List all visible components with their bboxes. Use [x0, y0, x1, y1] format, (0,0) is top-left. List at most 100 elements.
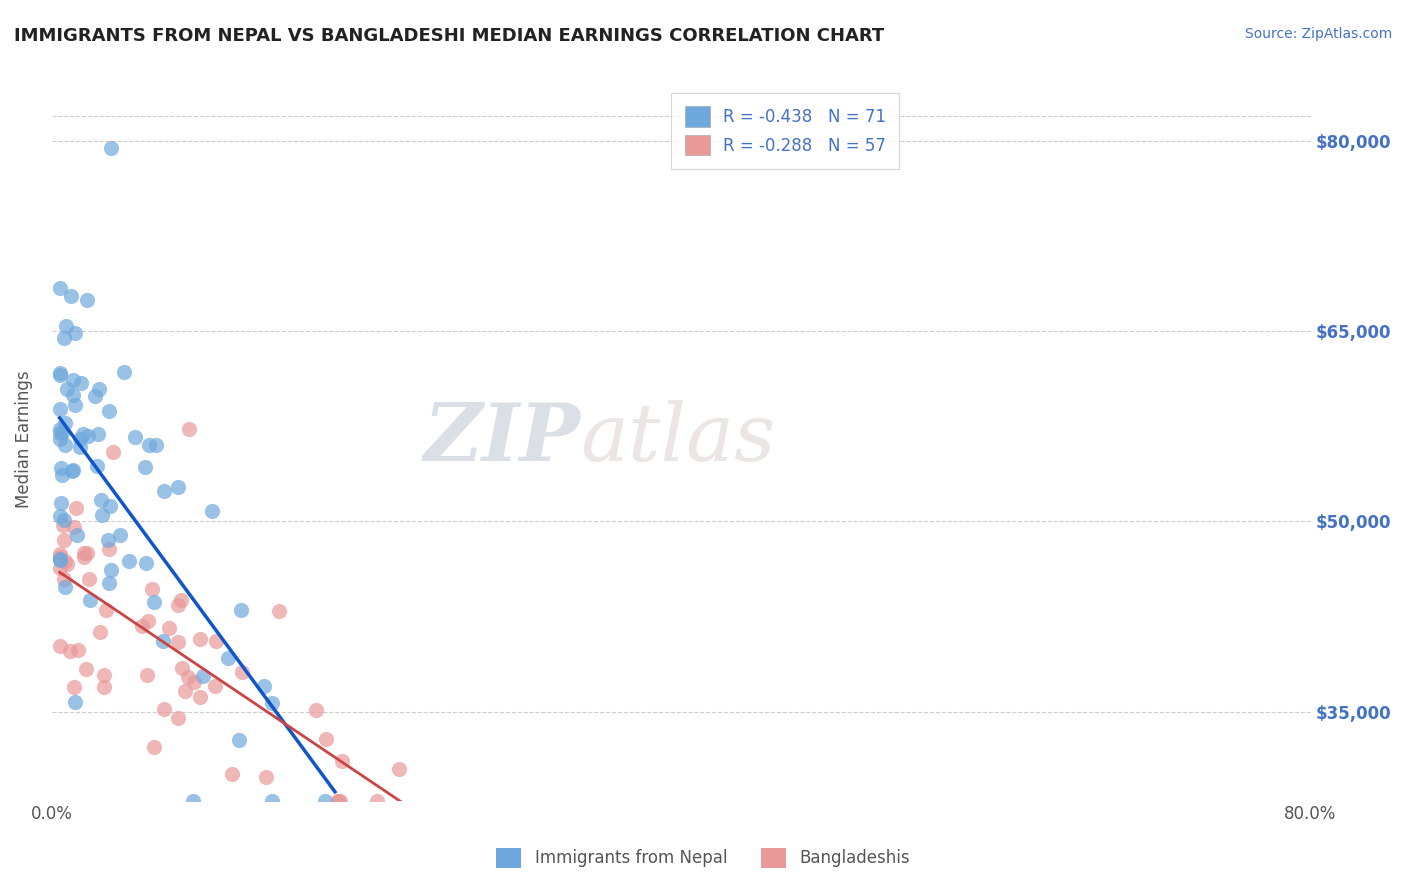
Point [231, 603, 253, 617]
Point [135, 667, 157, 681]
Point [94, 603, 117, 617]
Text: IMMIGRANTS FROM NEPAL VS BANGLADESHI MEDIAN EARNINGS CORRELATION CHART: IMMIGRANTS FROM NEPAL VS BANGLADESHI MED… [14, 27, 884, 45]
Point [55, 382, 77, 396]
Legend: R = -0.438   N = 71, R = -0.288   N = 57: R = -0.438 N = 71, R = -0.288 N = 57 [672, 93, 900, 169]
Point [48, 426, 70, 441]
Point [48, 547, 70, 561]
Point [66, 642, 89, 657]
Point [167, 480, 190, 494]
Point [73, 546, 96, 560]
Point [86, 458, 108, 473]
Point [77, 428, 100, 442]
Point [138, 438, 160, 452]
Point [118, 554, 141, 568]
Point [52, 518, 75, 533]
Point [103, 445, 125, 459]
Point [98, 541, 121, 556]
Point [98, 403, 121, 417]
Point [48, 422, 70, 436]
Point [134, 459, 156, 474]
Point [326, 794, 349, 808]
Point [53, 513, 76, 527]
Point [60, 464, 83, 478]
Point [76, 293, 98, 308]
Point [98, 575, 121, 590]
Text: Source: ZipAtlas.com: Source: ZipAtlas.com [1244, 27, 1392, 41]
Point [188, 690, 211, 704]
Point [228, 732, 250, 747]
Point [221, 767, 243, 781]
Point [262, 794, 284, 808]
Point [63, 680, 86, 694]
Point [83, 389, 105, 403]
Point [183, 794, 205, 808]
Point [366, 794, 388, 808]
Point [330, 754, 353, 768]
Point [157, 621, 180, 635]
Point [76, 546, 98, 560]
Point [231, 665, 253, 680]
Point [75, 662, 97, 676]
Point [253, 679, 276, 693]
Point [131, 618, 153, 632]
Point [48, 553, 70, 567]
Point [315, 732, 337, 747]
Point [326, 794, 349, 808]
Point [108, 527, 131, 541]
Point [48, 640, 70, 654]
Point [55, 580, 77, 594]
Point [63, 398, 86, 412]
Point [53, 438, 76, 452]
Legend: Immigrants from Nepal, Bangladeshis: Immigrants from Nepal, Bangladeshis [489, 841, 917, 875]
Point [52, 533, 75, 548]
Point [59, 644, 82, 658]
Point [142, 595, 165, 609]
Text: atlas: atlas [581, 401, 776, 478]
Point [93, 680, 115, 694]
Point [98, 499, 121, 513]
Point [53, 416, 76, 430]
Point [167, 599, 190, 613]
Point [49, 432, 72, 446]
Point [188, 632, 211, 647]
Point [70, 376, 93, 391]
Point [53, 554, 76, 568]
Point [153, 484, 176, 499]
Point [65, 501, 87, 516]
Point [201, 504, 224, 518]
Point [51, 496, 73, 510]
Point [176, 670, 198, 684]
Point [79, 572, 101, 586]
Point [53, 572, 76, 586]
Point [172, 661, 194, 675]
Point [141, 582, 163, 596]
Point [305, 703, 328, 717]
Point [100, 141, 122, 155]
Point [170, 592, 193, 607]
Point [69, 432, 91, 446]
Point [48, 280, 70, 294]
Point [56, 557, 79, 571]
Point [142, 739, 165, 754]
Point [52, 331, 75, 345]
Point [267, 604, 290, 618]
Point [62, 463, 84, 477]
Point [93, 667, 115, 681]
Point [97, 533, 120, 547]
Point [89, 624, 111, 639]
Point [145, 438, 167, 452]
Point [124, 430, 146, 444]
Point [48, 509, 70, 524]
Point [388, 763, 411, 777]
Point [112, 365, 135, 379]
Point [51, 468, 73, 483]
Y-axis label: Median Earnings: Median Earnings [15, 370, 32, 508]
Point [51, 461, 73, 475]
Point [55, 318, 77, 333]
Point [314, 794, 336, 808]
Point [48, 368, 70, 383]
Point [138, 614, 160, 628]
Point [69, 440, 91, 454]
Point [100, 563, 122, 577]
Point [62, 388, 84, 402]
